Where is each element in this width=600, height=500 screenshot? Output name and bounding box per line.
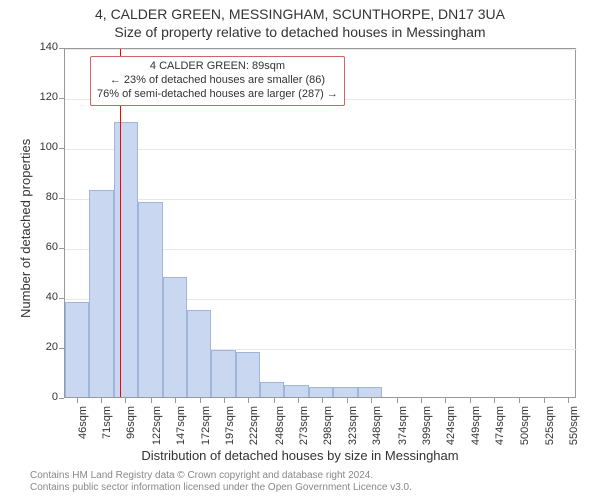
ytick-mark <box>59 148 64 149</box>
xtick-mark <box>101 398 102 403</box>
xtick-label: 525sqm <box>544 406 556 456</box>
xtick-mark <box>248 398 249 403</box>
xtick-label: 273sqm <box>298 406 310 456</box>
xtick-mark <box>445 398 446 403</box>
xtick-mark <box>470 398 471 403</box>
ytick-label: 40 <box>30 291 58 303</box>
xtick-mark <box>568 398 569 403</box>
histogram-bar <box>114 122 138 397</box>
xtick-mark <box>347 398 348 403</box>
ytick-label: 0 <box>30 391 58 403</box>
xtick-label: 474sqm <box>494 406 506 456</box>
ytick-mark <box>59 248 64 249</box>
xtick-label: 222sqm <box>248 406 260 456</box>
xtick-mark <box>371 398 372 403</box>
gridline <box>65 49 577 50</box>
reference-info-box: 4 CALDER GREEN: 89sqm ← 23% of detached … <box>90 56 345 106</box>
xtick-mark <box>151 398 152 403</box>
xtick-mark <box>298 398 299 403</box>
xtick-mark <box>274 398 275 403</box>
gridline <box>65 149 577 150</box>
xtick-label: 96sqm <box>125 406 137 456</box>
ytick-label: 60 <box>30 241 58 253</box>
ytick-label: 80 <box>30 191 58 203</box>
histogram-bar <box>187 310 211 398</box>
ytick-mark <box>59 348 64 349</box>
xtick-label: 197sqm <box>224 406 236 456</box>
histogram-bar <box>163 277 187 397</box>
xtick-label: 449sqm <box>470 406 482 456</box>
histogram-bar <box>89 190 113 398</box>
ytick-label: 100 <box>30 141 58 153</box>
xtick-mark <box>77 398 78 403</box>
xtick-label: 500sqm <box>519 406 531 456</box>
info-line: 76% of semi-detached houses are larger (… <box>97 88 338 102</box>
histogram-bar <box>211 350 235 398</box>
xtick-label: 298sqm <box>322 406 334 456</box>
xtick-label: 424sqm <box>445 406 457 456</box>
figure: 4, CALDER GREEN, MESSINGHAM, SCUNTHORPE,… <box>0 0 600 500</box>
xtick-label: 248sqm <box>274 406 286 456</box>
xtick-label: 348sqm <box>371 406 383 456</box>
xtick-label: 172sqm <box>200 406 212 456</box>
ytick-label: 120 <box>30 91 58 103</box>
xtick-mark <box>125 398 126 403</box>
histogram-bar <box>284 385 308 398</box>
xtick-mark <box>519 398 520 403</box>
xtick-label: 147sqm <box>175 406 187 456</box>
title-line-1: 4, CALDER GREEN, MESSINGHAM, SCUNTHORPE,… <box>0 6 600 22</box>
xtick-mark <box>421 398 422 403</box>
xtick-mark <box>322 398 323 403</box>
xtick-mark <box>200 398 201 403</box>
ytick-mark <box>59 198 64 199</box>
xtick-label: 122sqm <box>151 406 163 456</box>
xtick-label: 374sqm <box>397 406 409 456</box>
xtick-mark <box>494 398 495 403</box>
ytick-mark <box>59 48 64 49</box>
xtick-label: 550sqm <box>568 406 580 456</box>
xtick-mark <box>544 398 545 403</box>
histogram-bar <box>358 387 382 397</box>
xtick-label: 323sqm <box>347 406 359 456</box>
xtick-mark <box>397 398 398 403</box>
footer-line-1: Contains HM Land Registry data © Crown c… <box>30 470 373 481</box>
xtick-label: 46sqm <box>77 406 89 456</box>
xtick-label: 71sqm <box>101 406 113 456</box>
ytick-mark <box>59 298 64 299</box>
ytick-label: 20 <box>30 341 58 353</box>
ytick-mark <box>59 398 64 399</box>
histogram-bar <box>260 382 284 397</box>
xtick-label: 399sqm <box>421 406 433 456</box>
footer-line-2: Contains public sector information licen… <box>30 482 412 493</box>
ytick-label: 140 <box>30 41 58 53</box>
gridline <box>65 199 577 200</box>
histogram-bar <box>65 302 89 397</box>
xtick-mark <box>224 398 225 403</box>
histogram-bar <box>309 387 333 397</box>
ytick-mark <box>59 98 64 99</box>
title-line-2: Size of property relative to detached ho… <box>0 24 600 40</box>
info-line: ← 23% of detached houses are smaller (86… <box>97 74 338 88</box>
histogram-bar <box>333 387 357 397</box>
xtick-mark <box>175 398 176 403</box>
histogram-bar <box>138 202 162 397</box>
histogram-bar <box>236 352 260 397</box>
info-line: 4 CALDER GREEN: 89sqm <box>97 60 338 74</box>
